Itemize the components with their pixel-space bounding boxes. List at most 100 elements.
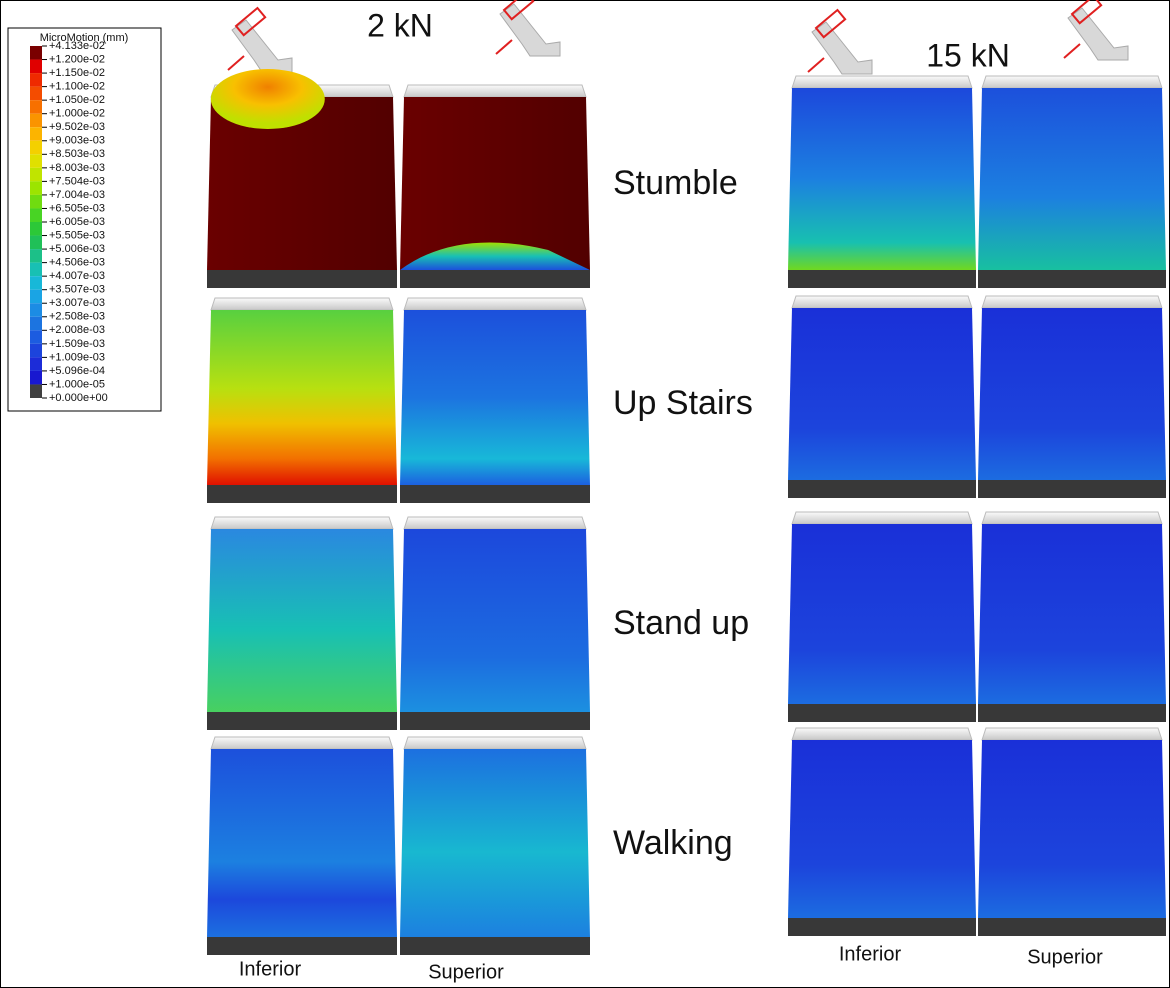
- panel-body: [207, 749, 397, 937]
- panel-cap: [792, 296, 972, 308]
- load-label: 15 kN: [926, 37, 1010, 73]
- column-label: Superior: [428, 961, 504, 983]
- legend-label: +4.133e-02: [49, 40, 105, 52]
- panel-cap: [404, 85, 586, 97]
- panel-base: [207, 485, 397, 503]
- panel-body: [788, 88, 976, 270]
- panel-base: [400, 485, 590, 503]
- icon-arrow: [808, 58, 824, 72]
- panel-base: [978, 270, 1166, 288]
- panel-cap: [211, 517, 393, 529]
- contour-panel: [978, 76, 1166, 288]
- panel-base: [400, 937, 590, 955]
- legend-swatch: [30, 249, 42, 263]
- legend-swatch: [30, 46, 42, 60]
- panel-body: [400, 749, 590, 937]
- legend-swatch: [30, 60, 42, 74]
- legend-label: +1.200e-02: [49, 53, 105, 65]
- panel-body: [978, 524, 1166, 704]
- panel-body: [207, 310, 397, 485]
- legend-label: +8.003e-03: [49, 162, 105, 174]
- legend-label: +1.000e-02: [49, 108, 105, 120]
- panel-base: [788, 918, 976, 936]
- panel-cap: [982, 512, 1162, 524]
- contour-panel: [978, 296, 1166, 498]
- column-label: Superior: [1027, 946, 1103, 968]
- legend-label: +1.009e-03: [49, 351, 105, 363]
- load-label: 2 kN: [367, 7, 433, 43]
- contour-panel: [978, 728, 1166, 936]
- panel-body: [788, 308, 976, 480]
- legend-swatch: [30, 141, 42, 155]
- panel-body: [978, 308, 1166, 480]
- panel-base: [788, 704, 976, 722]
- contour-panel: [207, 298, 397, 503]
- row-label: Walking: [613, 824, 733, 862]
- legend-swatch: [30, 290, 42, 304]
- legend-swatch: [30, 100, 42, 114]
- legend-swatch: [30, 87, 42, 101]
- row-label: Up Stairs: [613, 384, 753, 422]
- legend-label: +2.508e-03: [49, 311, 105, 323]
- panel-cap: [404, 737, 586, 749]
- legend-swatch: [30, 208, 42, 222]
- legend-label: +4.506e-03: [49, 257, 105, 269]
- legend-swatch: [30, 263, 42, 277]
- contour-panel: [788, 296, 976, 498]
- legend-swatch: [30, 154, 42, 168]
- icon-body: [1068, 8, 1128, 60]
- legend-label: +0.000e+00: [49, 392, 108, 404]
- legend-label: +9.502e-03: [49, 121, 105, 133]
- panel-body: [400, 310, 590, 485]
- legend-label: +5.096e-04: [49, 365, 105, 377]
- contour-panel: [207, 517, 397, 730]
- legend-label: +7.004e-03: [49, 189, 105, 201]
- panel-cap: [792, 76, 972, 88]
- legend-swatch: [30, 303, 42, 317]
- legend-label: +4.007e-03: [49, 270, 105, 282]
- panel-base: [978, 704, 1166, 722]
- panel-base: [978, 918, 1166, 936]
- legend: +4.133e-02+1.200e-02 +1.150e-02 +1.100e-02…: [30, 40, 108, 404]
- legend-swatch: [30, 181, 42, 195]
- icon-arrow: [1064, 44, 1080, 58]
- legend-label: +6.505e-03: [49, 202, 105, 214]
- legend-label: +6.005e-03: [49, 216, 105, 228]
- legend-swatch: [30, 317, 42, 331]
- panel-base: [207, 270, 397, 288]
- implant-icon: [1064, 0, 1128, 60]
- legend-label: +5.505e-03: [49, 229, 105, 241]
- legend-label: +1.100e-02: [49, 81, 105, 93]
- icon-arrow: [228, 56, 244, 70]
- legend-label: +3.007e-03: [49, 297, 105, 309]
- panel-body: [207, 529, 397, 712]
- panel-cap: [404, 517, 586, 529]
- legend-swatch: [30, 114, 42, 128]
- column-label: Inferior: [239, 958, 302, 980]
- implant-icon: [496, 0, 560, 56]
- panel-base: [400, 270, 590, 288]
- legend-swatch: [30, 236, 42, 250]
- contour-panel: [400, 298, 590, 503]
- panel-base: [207, 712, 397, 730]
- legend-swatch: [30, 371, 42, 385]
- legend-label: +1.509e-03: [49, 338, 105, 350]
- legend-label: +2.008e-03: [49, 324, 105, 336]
- panel-cap: [982, 728, 1162, 740]
- icon-body: [812, 22, 872, 74]
- panel-body: [400, 529, 590, 712]
- implant-icon: [808, 10, 872, 74]
- contour-panel: [788, 728, 976, 936]
- legend-swatch: [30, 73, 42, 87]
- legend-swatch: [30, 195, 42, 209]
- contour-panel: [788, 76, 976, 288]
- icon-arrow: [496, 40, 512, 54]
- panel-base: [978, 480, 1166, 498]
- legend-label: +8.503e-03: [49, 148, 105, 160]
- panel-body: [788, 524, 976, 704]
- panel-cap: [211, 298, 393, 310]
- legend-swatch: [30, 330, 42, 344]
- legend-label: +1.150e-02: [49, 67, 105, 79]
- legend-swatch: [30, 127, 42, 141]
- contour-panel: [400, 737, 590, 955]
